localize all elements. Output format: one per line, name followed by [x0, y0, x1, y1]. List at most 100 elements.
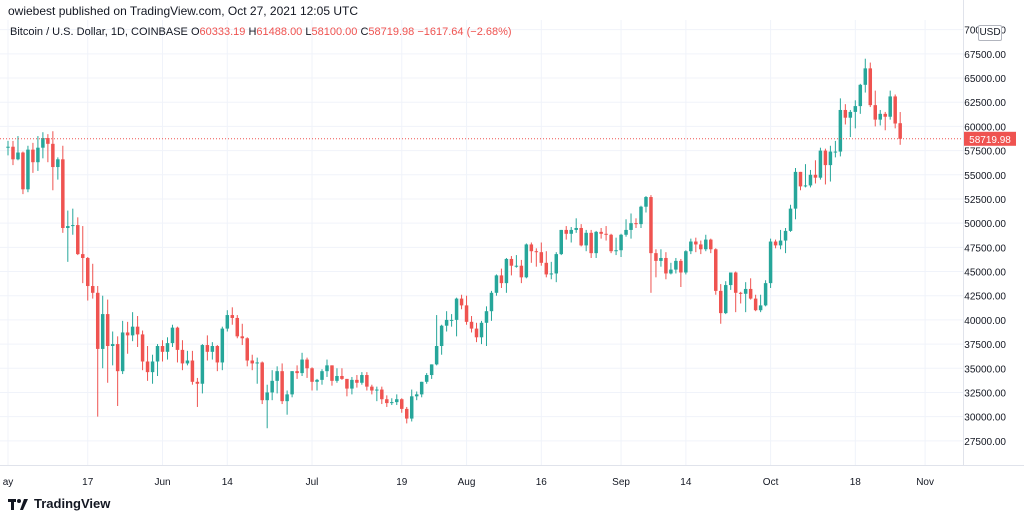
candle-body: [798, 171, 803, 187]
candle-body: [783, 230, 788, 241]
candle: [400, 398, 404, 413]
candle-body: [190, 360, 195, 382]
candle: [649, 195, 653, 293]
candle: [270, 370, 274, 401]
candle-body: [873, 105, 877, 120]
y-tick-label: 30000.00: [964, 413, 1006, 424]
candle: [659, 249, 663, 267]
candle: [624, 219, 628, 237]
candle-body: [370, 386, 374, 391]
candle-body: [539, 252, 544, 263]
candle: [808, 169, 813, 188]
y-tick-label: 45000.00: [964, 268, 1006, 279]
candle-body: [41, 138, 45, 148]
candle: [574, 218, 578, 233]
tradingview-logo-icon: [8, 497, 28, 511]
candle-body: [833, 151, 838, 153]
candle-body: [145, 361, 150, 373]
x-tick-label: Jun: [154, 477, 170, 488]
candle-body: [275, 371, 279, 381]
currency-button[interactable]: USD: [978, 25, 1002, 41]
candle: [883, 111, 887, 131]
y-tick-label: 27500.00: [964, 437, 1006, 448]
candle: [599, 227, 603, 239]
candle-body: [130, 326, 135, 336]
candle: [454, 297, 459, 337]
symbol-legend: Bitcoin / U.S. Dollar, 1D, COINBASE O603…: [10, 26, 512, 38]
candle-body: [385, 399, 389, 404]
candle-body: [898, 123, 902, 139]
candle: [355, 375, 359, 388]
candle: [11, 140, 15, 166]
candle: [848, 109, 853, 138]
candle-body: [793, 171, 798, 209]
candle: [629, 213, 633, 239]
candle-body: [888, 96, 892, 117]
candle: [579, 224, 583, 247]
x-tick-label: Aug: [458, 477, 476, 488]
last-price-label: 58719.98: [969, 135, 1011, 146]
candle-body: [599, 231, 603, 234]
candle-body: [240, 336, 245, 339]
y-tick-label: 37500.00: [964, 340, 1006, 351]
candle: [753, 294, 758, 312]
candle-body: [265, 392, 269, 401]
candle-body: [170, 327, 175, 344]
candle: [469, 316, 474, 333]
candle: [110, 331, 115, 366]
candle: [524, 243, 529, 279]
candle-body: [51, 143, 55, 168]
candle-body: [454, 298, 459, 320]
x-tick-label: 14: [222, 477, 234, 488]
candle-body: [818, 150, 823, 178]
candle: [689, 238, 693, 255]
candle-body: [823, 150, 828, 166]
candle: [853, 100, 858, 129]
candle-body: [355, 379, 359, 383]
candle-body: [828, 151, 833, 166]
candle-body: [863, 68, 868, 85]
candle: [100, 295, 105, 369]
x-tick-label: 14: [680, 477, 692, 488]
candle-body: [559, 229, 563, 255]
candle-body: [205, 345, 210, 352]
candle-body: [748, 288, 753, 299]
candle-body: [429, 364, 434, 376]
candle-body: [654, 253, 658, 261]
candle-body: [848, 111, 853, 118]
candle-body: [115, 344, 120, 372]
candle-body: [350, 379, 354, 389]
candle-body: [26, 149, 30, 190]
candle-body: [100, 314, 105, 349]
candle: [41, 132, 45, 159]
publisher-line: owiebest published on TradingView.com, O…: [8, 4, 358, 18]
candle-body: [76, 225, 80, 255]
candle: [704, 234, 708, 252]
candle-body: [534, 251, 539, 253]
candle: [315, 378, 319, 391]
candle: [160, 340, 165, 362]
candle: [380, 386, 384, 405]
candle-body: [105, 314, 110, 347]
candle: [165, 337, 170, 360]
y-tick-label: 55000.00: [964, 171, 1006, 182]
candle-body: [155, 346, 160, 362]
candle: [464, 295, 469, 325]
y-tick-label: 42500.00: [964, 292, 1006, 303]
candle-body: [414, 394, 419, 397]
candle: [838, 98, 843, 157]
candle: [135, 316, 140, 347]
candle-body: [11, 146, 15, 160]
x-tick-label: 18: [850, 477, 862, 488]
candle: [714, 248, 718, 295]
candle-body: [404, 408, 409, 419]
candle: [709, 238, 713, 254]
x-tick-label: Nov: [916, 477, 934, 488]
candle-body: [255, 362, 259, 364]
candle: [639, 205, 643, 228]
candle-body: [175, 327, 180, 350]
candle: [873, 90, 877, 127]
candle: [414, 391, 419, 401]
candle-body: [584, 232, 588, 246]
candle-body: [509, 258, 514, 266]
